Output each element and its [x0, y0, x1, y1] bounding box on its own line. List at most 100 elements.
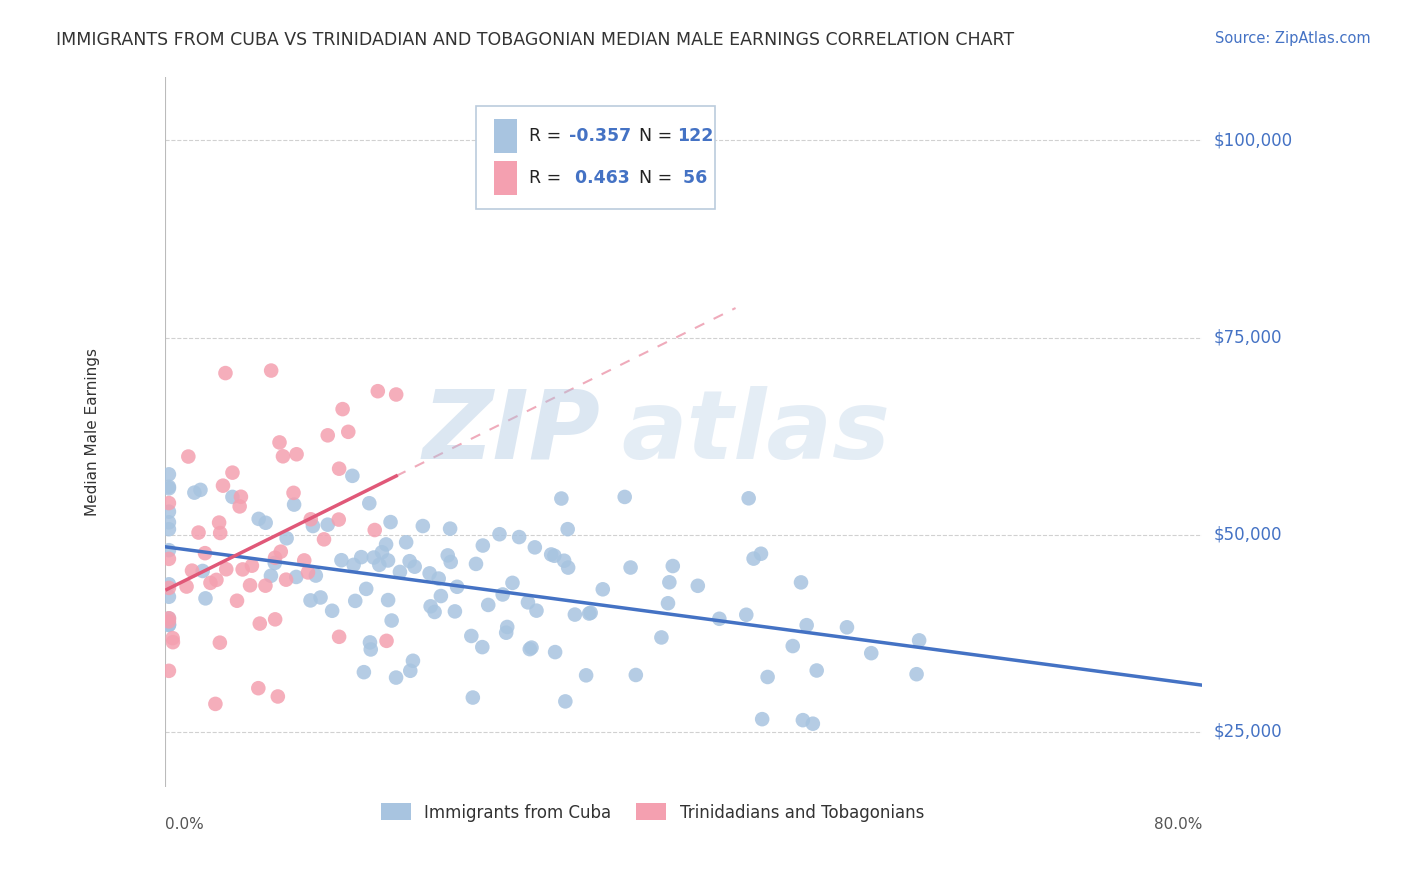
Point [208, 516, 231, 530]
Point [436, 549, 458, 563]
Point [254, 516, 277, 530]
Point [274, 573, 297, 587]
Point [328, 461, 350, 475]
Point [908, 633, 931, 648]
Point [267, 690, 290, 704]
Point [285, 570, 308, 584]
Point [385, 387, 408, 401]
Point [157, 618, 180, 632]
Point [187, 525, 209, 540]
Point [540, 548, 562, 562]
Point [360, 642, 382, 657]
Point [790, 575, 813, 590]
Point [554, 694, 576, 708]
Point [283, 498, 305, 512]
Point [157, 590, 180, 604]
Point [157, 481, 180, 495]
Point [276, 531, 298, 545]
Point [190, 483, 212, 497]
Point [662, 559, 685, 574]
Text: Source: ZipAtlas.com: Source: ZipAtlas.com [1215, 31, 1371, 46]
Point [157, 496, 180, 510]
Point [215, 562, 238, 576]
Point [835, 620, 858, 634]
Point [749, 547, 772, 561]
Point [575, 668, 598, 682]
Point [658, 575, 681, 590]
Point [194, 546, 217, 560]
Point [388, 565, 411, 579]
Point [212, 478, 235, 492]
Point [350, 550, 373, 565]
Point [332, 402, 354, 417]
Text: R =: R = [529, 128, 567, 145]
Point [157, 617, 180, 632]
Point [517, 595, 540, 609]
Point [380, 515, 402, 529]
Point [523, 541, 546, 555]
Text: 0.463: 0.463 [568, 169, 630, 187]
Point [742, 551, 765, 566]
Point [183, 485, 205, 500]
Point [162, 635, 184, 649]
Point [792, 713, 814, 727]
Point [181, 564, 204, 578]
Point [264, 612, 287, 626]
Point [440, 555, 463, 569]
Point [229, 490, 252, 504]
Point [209, 526, 232, 541]
Text: Median Male Earnings: Median Male Earnings [86, 348, 100, 516]
Point [292, 553, 315, 567]
Point [305, 568, 328, 582]
Point [328, 630, 350, 644]
Point [299, 512, 322, 526]
Legend: Immigrants from Cuba, Trinidadians and Tobagonians: Immigrants from Cuba, Trinidadians and T… [374, 797, 931, 828]
Point [501, 575, 523, 590]
Point [756, 670, 779, 684]
Point [402, 654, 425, 668]
Point [260, 363, 283, 377]
Point [263, 556, 285, 570]
Point [564, 607, 586, 622]
Point [283, 486, 305, 500]
Point [208, 635, 231, 649]
FancyBboxPatch shape [494, 120, 516, 153]
Point [232, 562, 254, 576]
Point [801, 716, 824, 731]
Text: 122: 122 [678, 128, 714, 145]
Point [592, 582, 614, 597]
Point [553, 554, 575, 568]
Point [543, 549, 565, 563]
Point [285, 447, 308, 461]
Point [508, 530, 530, 544]
Point [353, 665, 375, 680]
Point [157, 615, 180, 629]
Point [342, 468, 364, 483]
Point [650, 631, 672, 645]
Point [395, 535, 418, 549]
Point [488, 527, 510, 541]
Point [657, 596, 679, 610]
Point [460, 629, 482, 643]
Point [520, 640, 543, 655]
Point [806, 664, 828, 678]
Point [271, 450, 294, 464]
Point [312, 533, 335, 547]
Point [377, 553, 399, 567]
Point [526, 604, 548, 618]
Point [321, 604, 343, 618]
Point [226, 593, 249, 607]
Point [709, 612, 731, 626]
Point [359, 635, 381, 649]
Point [496, 620, 519, 634]
FancyBboxPatch shape [494, 161, 516, 195]
Point [495, 625, 517, 640]
Text: $50,000: $50,000 [1213, 525, 1282, 543]
Point [269, 435, 291, 450]
Text: $25,000: $25,000 [1213, 723, 1282, 740]
Point [344, 594, 367, 608]
Point [375, 633, 398, 648]
Point [544, 645, 567, 659]
Point [367, 384, 389, 399]
Point [461, 690, 484, 705]
